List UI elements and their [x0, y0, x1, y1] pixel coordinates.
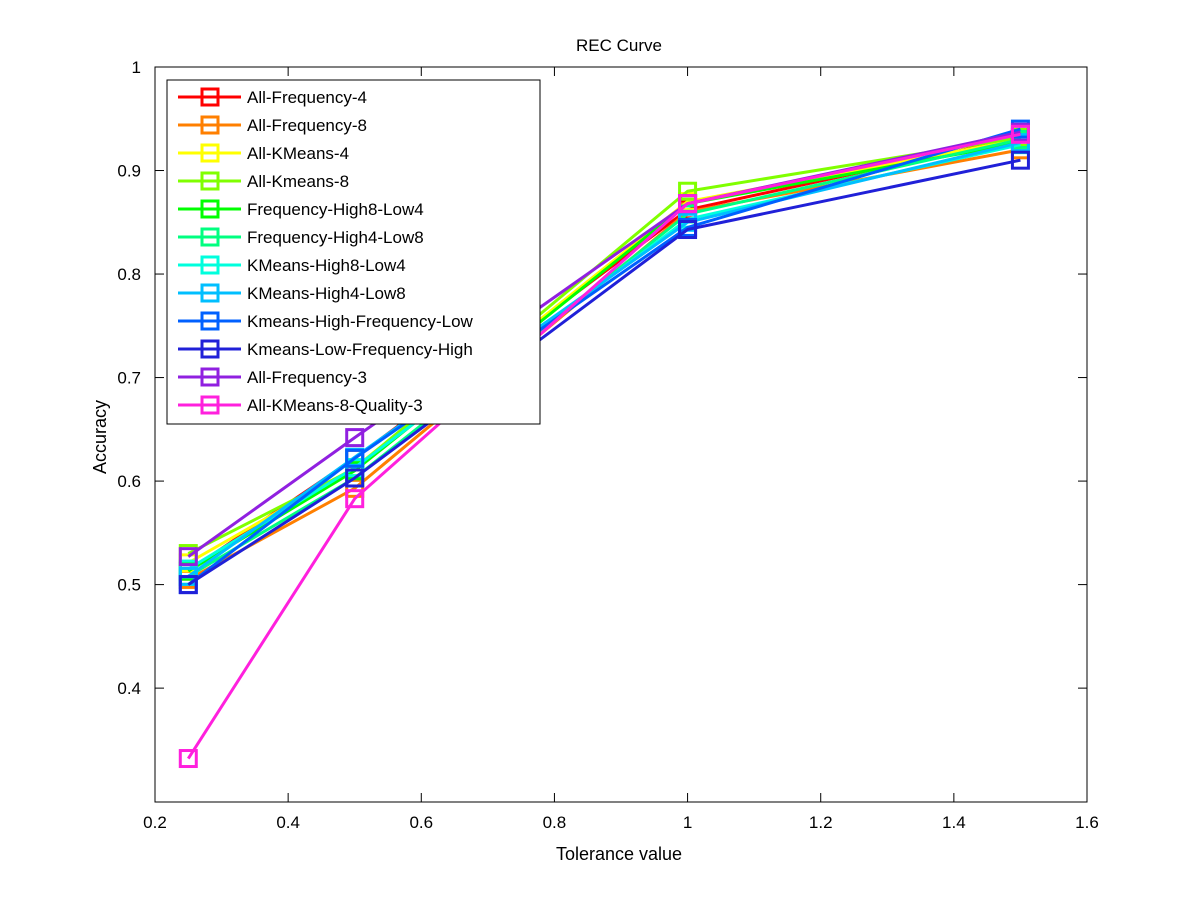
data-point-marker: [178, 749, 198, 769]
legend-marker: [200, 395, 220, 415]
data-point-marker: [178, 575, 198, 595]
y-tick-label: 0.9: [117, 162, 141, 181]
data-point-marker: [345, 428, 365, 448]
legend-label: KMeans-High8-Low4: [247, 256, 406, 275]
legend-label: KMeans-High4-Low8: [247, 284, 406, 303]
legend-label: Frequency-High4-Low8: [247, 228, 424, 247]
data-point-marker: [345, 468, 365, 488]
legend-box: [166, 79, 541, 425]
legend-marker: [200, 199, 220, 219]
legend-label: Kmeans-Low-Frequency-High: [247, 340, 473, 359]
data-point-marker: [678, 181, 698, 201]
x-tick-label: 1.2: [809, 813, 833, 832]
legend-entry: All-Frequency-8: [178, 115, 367, 135]
legend-marker: [200, 227, 220, 247]
data-point-marker: [1010, 124, 1030, 144]
y-tick-label: 0.5: [117, 576, 141, 595]
legend-marker: [200, 87, 220, 107]
data-point-marker: [345, 448, 365, 468]
legend-label: Frequency-High8-Low4: [247, 200, 424, 219]
legend-marker: [200, 255, 220, 275]
x-tick-label: 0.6: [409, 813, 433, 832]
legend: All-Frequency-4 All-Frequency-8 All-KMeans…: [166, 79, 541, 425]
y-tick-label: 0.4: [117, 679, 141, 698]
legend-label: All-Frequency-3: [247, 368, 367, 387]
x-tick-label: 0.8: [543, 813, 567, 832]
data-point-marker: [678, 220, 698, 240]
legend-label: All-Frequency-8: [247, 116, 367, 135]
legend-marker: [200, 143, 220, 163]
y-tick-label: 0.8: [117, 265, 141, 284]
x-axis-title: Tolerance value: [556, 844, 682, 864]
data-point-marker: [678, 194, 698, 214]
legend-entry: Frequency-High4-Low8: [178, 227, 424, 247]
x-tick-label: 1.4: [942, 813, 966, 832]
legend-entry: KMeans-High8-Low4: [178, 255, 406, 275]
legend-entry: Kmeans-Low-Frequency-High: [178, 339, 473, 359]
legend-entry: All-Kmeans-8: [178, 171, 349, 191]
legend-marker: [200, 311, 220, 331]
legend-label: All-KMeans-8-Quality-3: [247, 396, 423, 415]
legend-entry: Kmeans-High-Frequency-Low: [178, 311, 474, 331]
chart-title: REC Curve: [576, 36, 662, 55]
data-point-marker: [1010, 150, 1030, 170]
x-tick-label: 1: [683, 813, 692, 832]
legend-marker: [200, 171, 220, 191]
x-tick-label: 0.4: [276, 813, 300, 832]
legend-entry: Frequency-High8-Low4: [178, 199, 424, 219]
legend-entry: All-Frequency-4: [178, 87, 367, 107]
axis-ticks: 0.2 0.4 0.6 0.8 1 1.2 1.4 1.6 0.4 0.5 0.6 0.7 0.8 0.9…: [117, 58, 1098, 832]
legend-entry: KMeans-High4-Low8: [178, 283, 406, 303]
legend-label: Kmeans-High-Frequency-Low: [247, 312, 474, 331]
x-tick-label: 1.6: [1075, 813, 1099, 832]
legend-marker: [200, 367, 220, 387]
data-point-marker: [345, 478, 365, 498]
legend-marker: [200, 339, 220, 359]
legend-entry: All-KMeans-8-Quality-3: [178, 395, 423, 415]
legend-label: All-Kmeans-8: [247, 172, 349, 191]
legend-entry: All-Frequency-3: [178, 367, 367, 387]
y-tick-label: 0.7: [117, 369, 141, 388]
y-axis-title: Accuracy: [90, 400, 110, 474]
legend-label: All-KMeans-4: [247, 144, 349, 163]
legend-marker: [200, 283, 220, 303]
legend-entry: All-KMeans-4: [178, 143, 349, 163]
legend-marker: [200, 115, 220, 135]
legend-label: All-Frequency-4: [247, 88, 367, 107]
data-point-marker: [345, 489, 365, 509]
x-tick-label: 0.2: [143, 813, 167, 832]
y-tick-label: 0.6: [117, 472, 141, 491]
y-tick-label: 1: [132, 58, 141, 77]
data-point-marker: [178, 547, 198, 567]
